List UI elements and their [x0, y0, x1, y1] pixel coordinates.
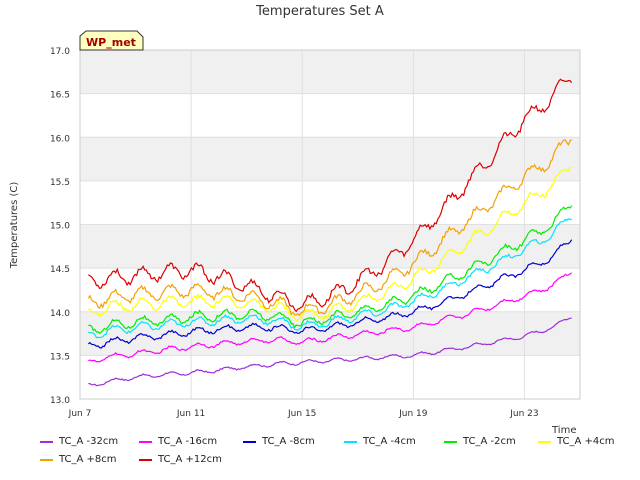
series-line-tc-a-4cm: [88, 217, 572, 339]
y-tick-label: 16.0: [50, 134, 70, 144]
series-layer: [87, 78, 573, 387]
x-tick-label: Jun 15: [287, 409, 316, 419]
legend-label: TC_A +4cm: [557, 436, 615, 447]
legend-swatch: [139, 440, 152, 443]
series-line-tc-a-32cm: [88, 317, 572, 387]
legend-swatch: [40, 458, 53, 461]
legend-row: TC_A -32cm TC_A -16cm TC_A -8cm TC_A -4cm TC…: [0, 436, 640, 450]
plot-background-bands: [80, 50, 580, 399]
y-tick-label: 17.0: [50, 47, 70, 57]
x-tick-label: Jun 19: [398, 409, 428, 419]
x-axis-label: Time: [551, 425, 576, 436]
y-tick-label: 16.5: [50, 91, 70, 101]
legend-swatch: [538, 440, 551, 443]
legend-swatch: [243, 440, 256, 443]
plot-band: [80, 355, 580, 399]
legend-swatch: [40, 440, 53, 443]
badge-label: WP_met: [86, 36, 136, 49]
legend-label: TC_A -32cm: [59, 436, 119, 447]
legend-item: TC_A -2cm: [444, 436, 516, 447]
legend-row: TC_A +8cm TC_A +12cm: [0, 454, 640, 468]
legend-item: TC_A -32cm: [40, 436, 118, 447]
badge-shape: [79, 30, 144, 51]
legend-label: TC_A +12cm: [158, 454, 222, 465]
y-tick-label: 15.5: [50, 178, 70, 188]
legend-label: TC_A -16cm: [158, 436, 218, 447]
legend-item: TC_A +12cm: [139, 454, 222, 465]
plot-band: [80, 180, 580, 225]
legend-item: TC_A +4cm: [538, 436, 615, 447]
legend-label: TC_A -4cm: [363, 436, 416, 447]
y-tick-label: 15.0: [50, 222, 70, 232]
y-tick-label: 14.5: [50, 265, 70, 275]
legend-swatch: [139, 458, 152, 461]
legend-item: TC_A +8cm: [40, 454, 117, 465]
plot-frame: [79, 49, 581, 400]
x-tick-label: Jun 23: [509, 409, 538, 419]
x-tick-label: Jun 11: [176, 409, 205, 419]
legend-swatch: [344, 440, 357, 443]
y-axis-label: Temperatures (C): [9, 182, 20, 270]
plot-band: [80, 93, 580, 138]
y-tick-labels: 13.0 13.5 14.0 14.5 15.0 15.5 16.0 16.5 17.0: [50, 47, 70, 406]
series-line-tc-a-2cm: [88, 205, 573, 335]
plot-band: [80, 224, 580, 269]
series-line-tc-a-8cm: [87, 139, 573, 317]
plot-band: [80, 137, 580, 181]
legend-label: TC_A -8cm: [262, 436, 315, 447]
series-line-tc-a-8cm: [87, 239, 573, 349]
series-line-tc-a-12cm: [87, 78, 573, 313]
chart-title: Temperatures Set A: [255, 4, 384, 19]
series-line-tc-a-16cm: [88, 272, 573, 363]
y-tick-label: 14.0: [50, 309, 70, 319]
legend-swatch: [444, 440, 457, 443]
y-tick-label: 13.5: [50, 352, 70, 362]
x-tick-labels: Jun 7 Jun 11 Jun 15 Jun 19 Jun 23: [68, 409, 539, 419]
legend-label: TC_A +8cm: [59, 454, 117, 465]
legend-item: TC_A -4cm: [344, 436, 416, 447]
y-tick-label: 13.0: [50, 396, 70, 406]
legend-label: TC_A -2cm: [463, 436, 516, 447]
plot-band: [80, 50, 580, 94]
x-tick-label: Jun 7: [68, 409, 92, 419]
legend-item: TC_A -16cm: [139, 436, 217, 447]
legend-item: TC_A -8cm: [243, 436, 315, 447]
station-badge: WP_met: [79, 30, 144, 51]
series-line-tc-a-4cm: [87, 166, 572, 322]
